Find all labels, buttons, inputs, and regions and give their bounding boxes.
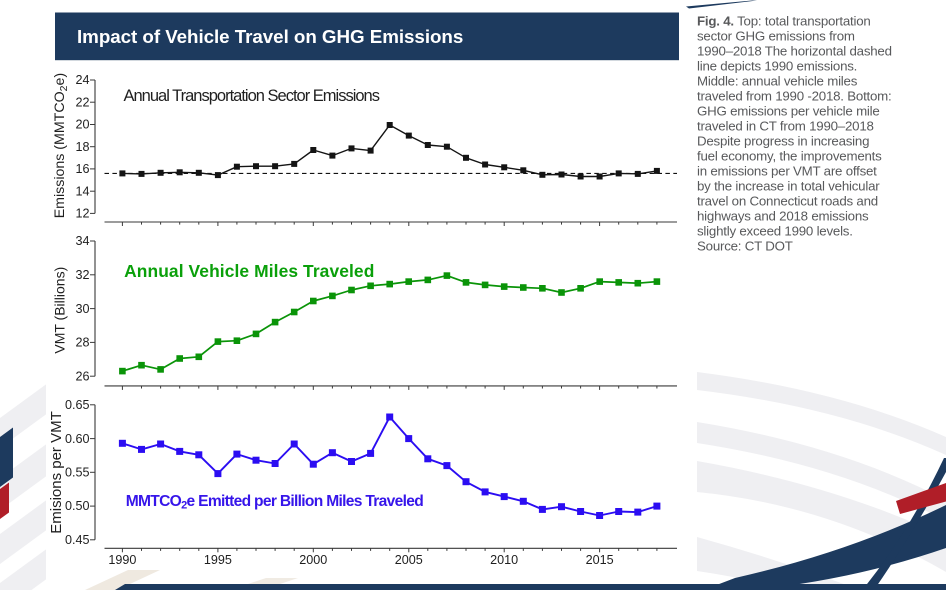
svg-text:24: 24 xyxy=(75,73,89,87)
svg-text:in emissions per VMT are offse: in emissions per VMT are offset xyxy=(697,163,877,178)
svg-text:32: 32 xyxy=(75,268,89,282)
svg-text:34: 34 xyxy=(75,234,89,248)
svg-text:VMT (Billions): VMT (Billions) xyxy=(52,267,68,354)
svg-text:18: 18 xyxy=(75,140,89,154)
svg-text:highways and 2018 emissions: highways and 2018 emissions xyxy=(697,208,869,223)
svg-text:traveled in CT from 1990–2018: traveled in CT from 1990–2018 xyxy=(697,118,874,133)
svg-text:0.65: 0.65 xyxy=(65,398,90,412)
svg-text:1995: 1995 xyxy=(204,553,232,567)
svg-text:sector GHG emissions from: sector GHG emissions from xyxy=(697,28,855,43)
svg-text:1990: 1990 xyxy=(108,553,136,567)
svg-text:Despite progress in increasing: Despite progress in increasing xyxy=(697,133,869,148)
svg-text:Emissions (MMTCO2e): Emissions (MMTCO2e) xyxy=(52,73,70,218)
svg-text:26: 26 xyxy=(75,369,89,383)
svg-text:Fig. 4. Top: total transportat: Fig. 4. Top: total transportation xyxy=(697,13,871,28)
svg-text:16: 16 xyxy=(75,162,89,176)
svg-text:Middle: annual vehicle miles: Middle: annual vehicle miles xyxy=(697,73,858,88)
svg-text:Source: CT DOT: Source: CT DOT xyxy=(697,238,793,253)
svg-text:2010: 2010 xyxy=(490,553,518,567)
svg-text:12: 12 xyxy=(75,207,89,221)
svg-text:20: 20 xyxy=(75,118,89,132)
svg-text:traveled from 1990 -2018. Bott: traveled from 1990 -2018. Bottom: xyxy=(697,88,892,103)
svg-text:0.45: 0.45 xyxy=(65,533,90,547)
svg-text:Annual Transportation Sector E: Annual Transportation Sector Emissions xyxy=(124,87,380,105)
svg-text:2000: 2000 xyxy=(299,553,327,567)
svg-text:travel on Connecticut roads an: travel on Connecticut roads and xyxy=(697,193,878,208)
svg-text:30: 30 xyxy=(75,302,89,316)
svg-text:slightly exceed 1990 levels.: slightly exceed 1990 levels. xyxy=(697,223,853,238)
svg-text:22: 22 xyxy=(75,95,89,109)
svg-text:Emisions per VMT: Emisions per VMT xyxy=(48,411,65,534)
svg-text:28: 28 xyxy=(75,336,89,350)
svg-text:0.55: 0.55 xyxy=(65,466,90,480)
svg-text:Annual Vehicle Miles Traveled: Annual Vehicle Miles Traveled xyxy=(124,261,374,281)
svg-text:1990–2018 The horizontal dashe: 1990–2018 The horizontal dashed xyxy=(697,43,892,58)
svg-text:2015: 2015 xyxy=(586,553,614,567)
svg-text:fuel economy, the improvements: fuel economy, the improvements xyxy=(697,148,882,163)
svg-text:Impact of Vehicle Travel on GH: Impact of Vehicle Travel on GHG Emission… xyxy=(77,26,463,47)
svg-text:GHG emissions per vehicle mile: GHG emissions per vehicle mile xyxy=(697,103,880,118)
svg-text:0.60: 0.60 xyxy=(65,432,90,446)
svg-text:MMTCO2e Emitted per Billion Mi: MMTCO2e Emitted per Billion Miles Travel… xyxy=(126,493,424,512)
svg-text:14: 14 xyxy=(75,184,89,198)
svg-text:line depicts 1990 emissions.: line depicts 1990 emissions. xyxy=(697,58,857,73)
svg-text:by the increase in total vehic: by the increase in total vehicular xyxy=(697,178,880,193)
svg-text:2005: 2005 xyxy=(395,553,423,567)
svg-text:0.50: 0.50 xyxy=(65,499,90,513)
